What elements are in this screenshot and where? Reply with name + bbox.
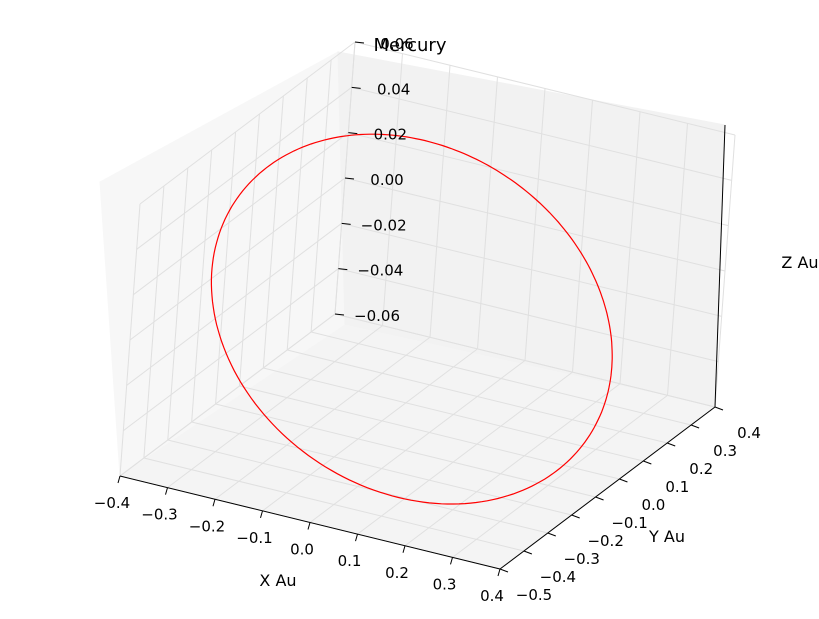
y-tick-mark — [499, 568, 509, 573]
y-axis-label: Y Au — [648, 527, 685, 546]
grid-line — [214, 336, 431, 500]
z-tick-mark — [344, 177, 355, 180]
grid-line — [452, 394, 668, 558]
x-tick-mark — [355, 533, 358, 542]
z-tick-label: −0.06 — [354, 307, 400, 325]
y-tick-label: 0.3 — [713, 442, 737, 460]
x-tick-label: −0.2 — [189, 517, 225, 535]
x-tick-label: 0.4 — [480, 587, 504, 605]
x-tick-label: 0.3 — [433, 575, 457, 593]
grid-line — [348, 132, 729, 227]
grid-line — [215, 403, 596, 498]
z-tick-label: 0.06 — [380, 35, 413, 53]
z-tick-label: 0.04 — [377, 80, 410, 98]
x-tick-mark — [117, 475, 121, 484]
orbit-line — [210, 133, 613, 505]
x-tick-label: −0.1 — [236, 529, 272, 547]
grid-line — [310, 331, 692, 426]
grid-line — [262, 348, 478, 512]
x-tick-mark — [402, 545, 406, 553]
z-tick-label: 0.00 — [370, 171, 403, 189]
grid-line — [136, 86, 352, 250]
y-tick-label: 0.4 — [737, 424, 761, 442]
x-axis-label: X Au — [259, 571, 296, 590]
x-tick-label: −0.3 — [141, 506, 177, 524]
z-tick-label: −0.04 — [357, 262, 403, 280]
grid-line — [309, 360, 526, 523]
y-axis-line — [499, 406, 716, 570]
grid-line — [133, 132, 349, 296]
z-tick-label: −0.02 — [361, 216, 407, 234]
y-tick-label: −0.4 — [540, 568, 576, 586]
grid-line — [123, 268, 339, 432]
grid-line — [126, 222, 342, 386]
y-tick-mark — [690, 424, 700, 429]
z-tick-mark — [348, 132, 358, 135]
y-tick-mark — [643, 460, 652, 465]
y-tick-label: −0.5 — [516, 586, 552, 604]
z-tick-label: 0.02 — [374, 126, 407, 144]
y-tick-label: −0.2 — [587, 532, 623, 550]
x-tick-label: −0.4 — [94, 494, 130, 512]
grid-line — [338, 268, 719, 363]
x-tick-mark — [260, 510, 263, 519]
grid-line — [119, 313, 336, 477]
y-tick-mark — [523, 550, 533, 555]
grid-line — [334, 313, 716, 408]
grid-line — [263, 367, 644, 462]
grid-line — [139, 41, 356, 205]
grid-line — [341, 222, 722, 317]
z-tick-mark — [354, 41, 365, 44]
grid-line — [167, 439, 548, 534]
y-tick-mark — [667, 442, 676, 447]
chart-title: Mercury — [374, 35, 447, 56]
axis-panes — [99, 51, 726, 570]
grid-line — [344, 177, 726, 272]
axis-lines — [117, 41, 726, 577]
tick-labels: −0.4−0.3−0.2−0.10.00.10.20.30.4 −0.5−0.4−… — [94, 35, 761, 605]
y-tick-mark — [547, 532, 556, 537]
y-tick-label: 0.0 — [642, 496, 666, 514]
x-tick-label: 0.2 — [385, 564, 409, 582]
y-tick-mark — [619, 478, 628, 483]
grid-line — [167, 325, 383, 489]
y-tick-label: −0.1 — [611, 514, 647, 532]
z-axis-label: Z Au — [781, 253, 818, 272]
z-tick-mark — [334, 313, 345, 316]
grid-line — [191, 421, 572, 516]
z-tick-mark — [341, 222, 351, 225]
z-tick-mark — [351, 86, 361, 89]
z-tick-mark — [338, 268, 348, 271]
grid-line — [239, 385, 620, 480]
x-tick-mark — [307, 522, 311, 530]
grid-line — [143, 457, 525, 552]
x-tick-mark — [165, 487, 168, 495]
grid-line — [129, 177, 346, 341]
y-tick-mark — [595, 496, 604, 501]
grid-line — [404, 383, 621, 547]
y-tick-mark — [571, 514, 580, 519]
grid-line — [357, 371, 573, 535]
y-tick-label: 0.1 — [665, 478, 689, 496]
x-tick-mark — [497, 568, 501, 577]
y-tick-label: 0.2 — [689, 460, 713, 478]
grid-line — [287, 349, 668, 444]
y-tick-label: −0.3 — [564, 550, 600, 568]
y-tick-mark — [714, 406, 724, 411]
x-tick-label: 0.1 — [338, 552, 362, 570]
x-tick-label: 0.0 — [290, 541, 314, 559]
x-tick-mark — [450, 557, 453, 565]
z-axis-line — [714, 124, 726, 408]
x-tick-mark — [212, 499, 216, 507]
grid-line — [354, 41, 736, 136]
orbit-layer — [210, 133, 613, 505]
grid-line — [351, 86, 732, 181]
